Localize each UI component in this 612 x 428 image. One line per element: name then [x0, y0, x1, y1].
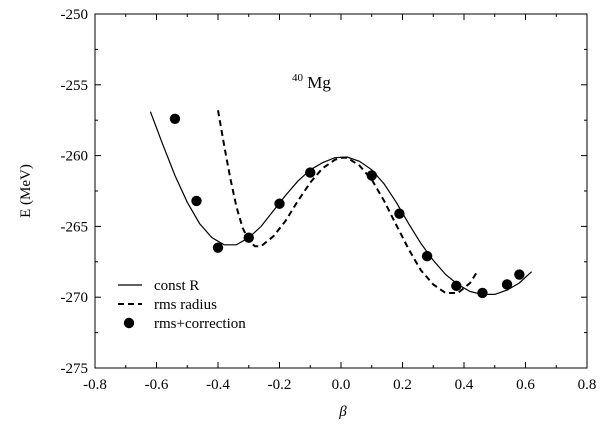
y-tick-label: -250	[61, 7, 89, 23]
y-tick-label: -260	[61, 149, 89, 165]
legend-marker	[123, 317, 135, 329]
plot-annotation: 40 Mg	[292, 66, 331, 92]
x-tick-label: -0.6	[145, 377, 169, 393]
x-tick-label: 0.4	[455, 377, 474, 393]
x-tick-label: -0.2	[268, 377, 292, 393]
plot-frame	[94, 13, 588, 369]
x-axis-title: β	[338, 404, 347, 420]
x-tick-label: 0.8	[578, 377, 597, 393]
legend-label: const R	[154, 278, 199, 294]
data-point	[212, 242, 224, 253]
legend-label: rms radius	[154, 297, 217, 313]
x-tick-label: -0.8	[83, 377, 107, 393]
legend-label: rms+correction	[154, 316, 246, 332]
annotation-text: Mg	[307, 73, 331, 92]
data-point	[501, 279, 513, 290]
data-point	[477, 287, 488, 299]
y-tick-label: -270	[61, 290, 89, 306]
data-point	[514, 269, 525, 280]
x-tick-label: 0.0	[332, 377, 351, 393]
y-tick-label: -255	[61, 78, 89, 94]
data-point	[169, 113, 181, 124]
y-axis-title: E (MeV)	[18, 164, 34, 218]
data-point	[274, 198, 285, 209]
rms-radius-line	[217, 110, 478, 294]
annotation-superscript: 40	[292, 72, 304, 84]
data-point	[366, 170, 377, 181]
data-point	[394, 208, 405, 219]
y-tick-label: -275	[61, 361, 89, 377]
data-point	[451, 280, 462, 292]
x-tick-label: -0.4	[206, 377, 230, 393]
x-tick-label: 0.2	[393, 377, 412, 393]
const-r-line	[149, 111, 533, 295]
data-point	[243, 232, 254, 243]
data-point	[421, 250, 433, 262]
data-point	[305, 167, 316, 178]
data-point	[191, 195, 202, 207]
x-tick-label: 0.6	[516, 377, 535, 393]
y-tick-label: -265	[61, 219, 89, 235]
